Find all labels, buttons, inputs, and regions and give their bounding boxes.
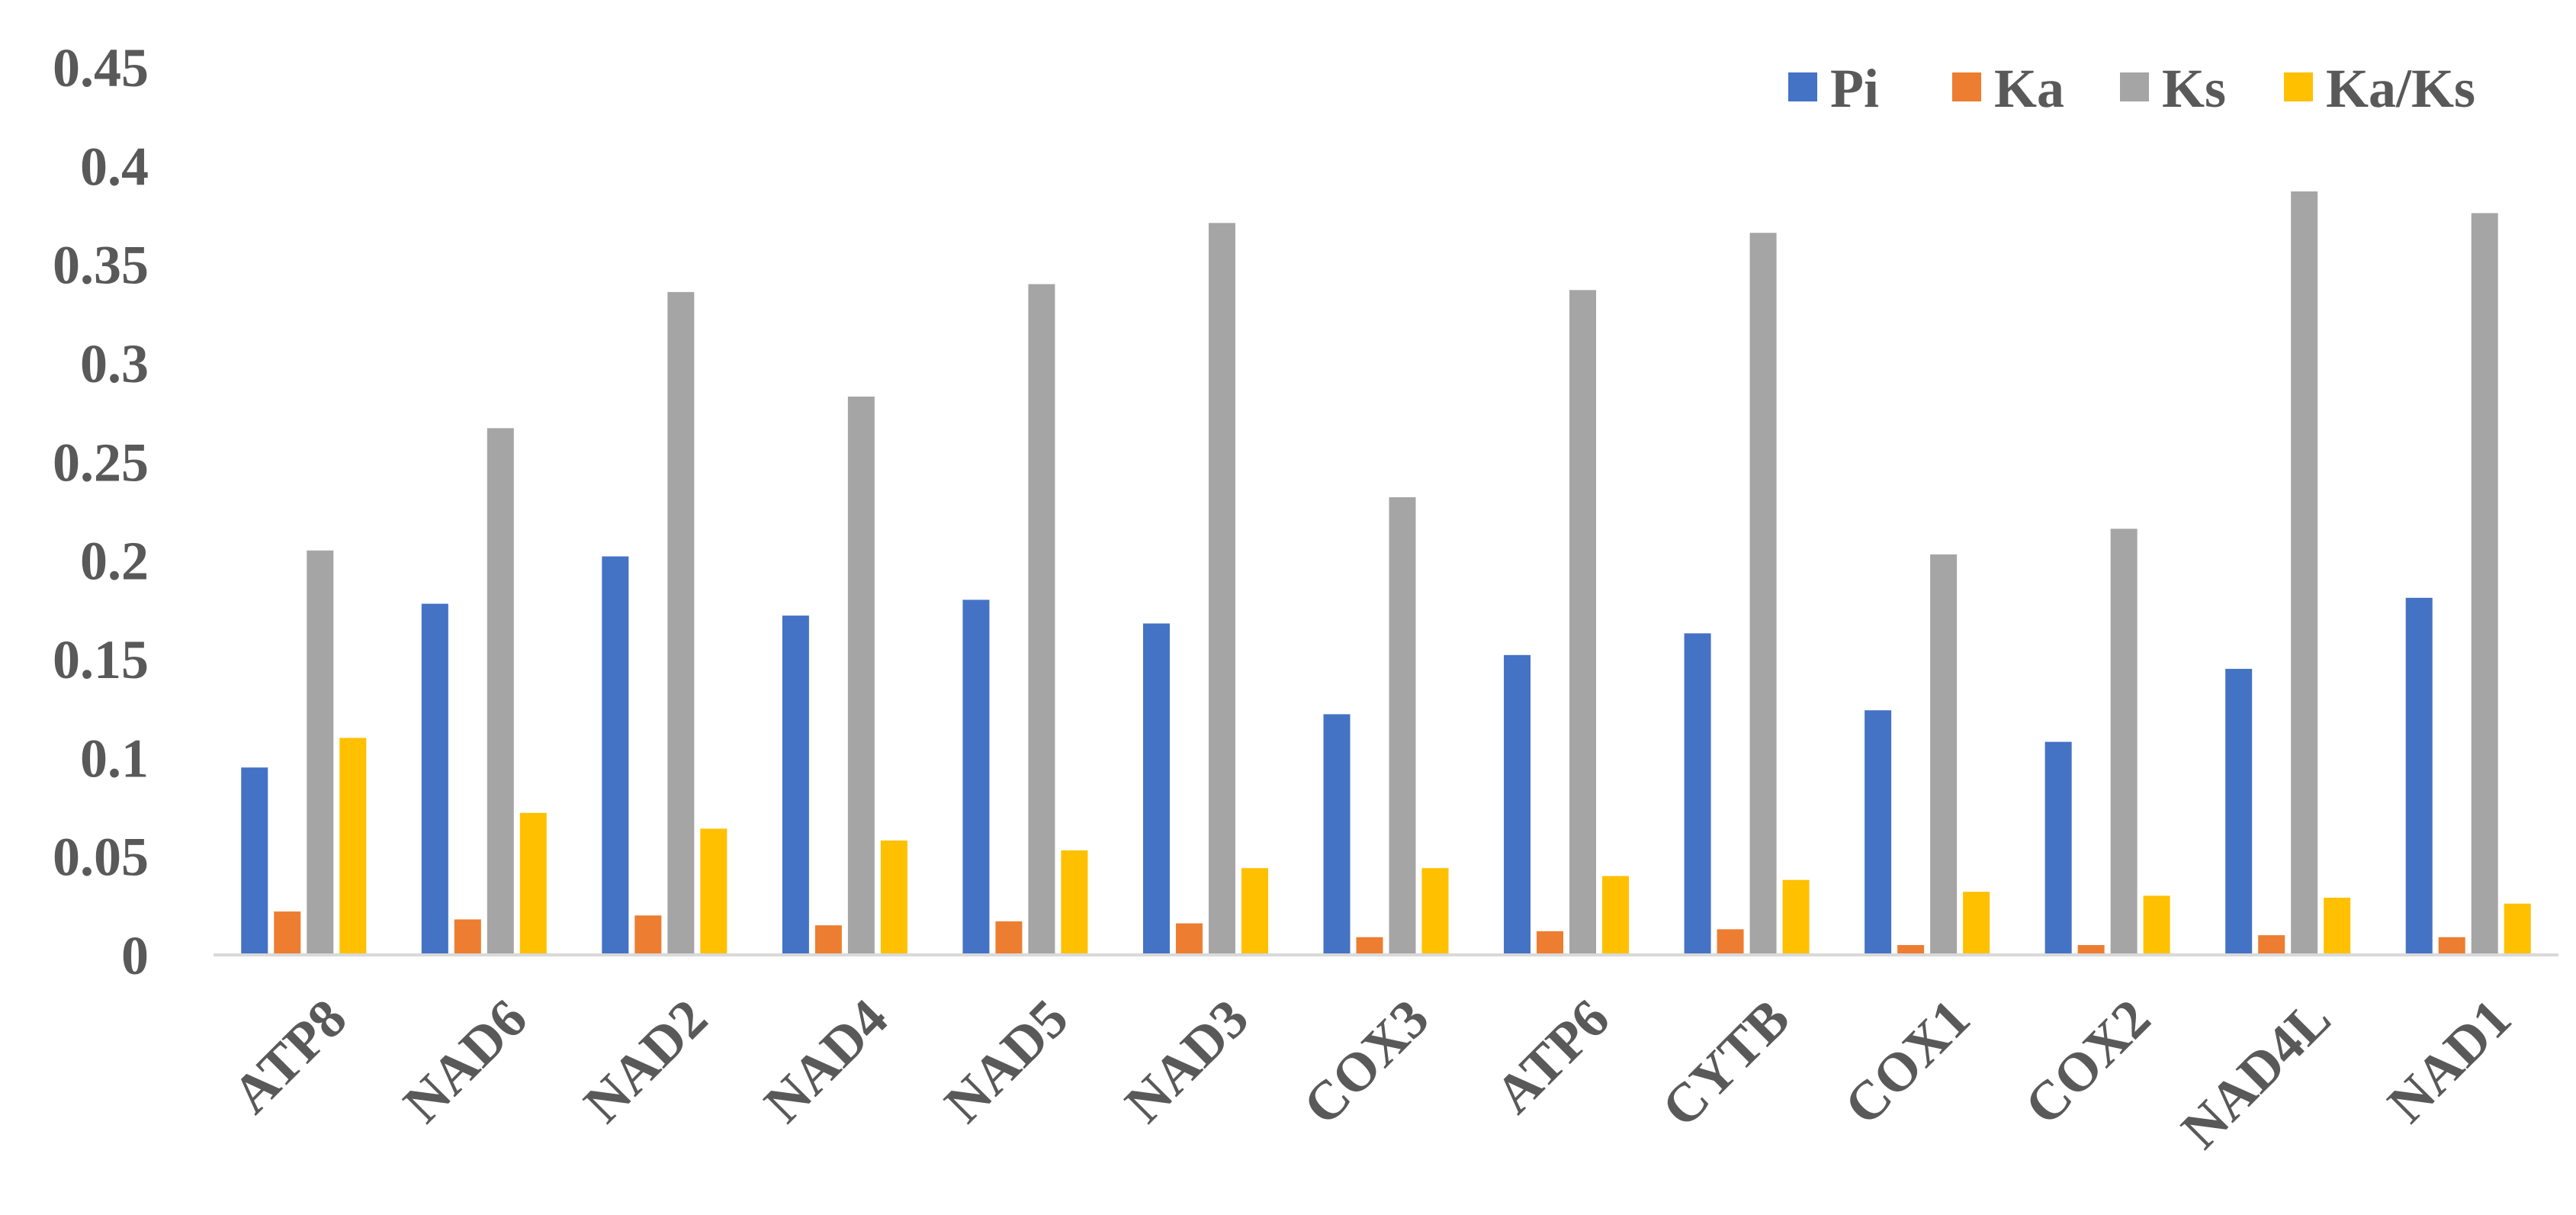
bar-ks-cox3 <box>1389 497 1416 955</box>
y-tick-label: 0.4 <box>80 136 149 197</box>
bar-ka-ks-nad3 <box>1241 868 1268 955</box>
bar-pi-cox1 <box>1865 710 1892 955</box>
bar-ka-cox3 <box>1356 937 1383 955</box>
x-category-label: NAD4L <box>2170 988 2342 1160</box>
bar-ka-ks-nad6 <box>519 812 547 955</box>
bar-ks-nad3 <box>1208 223 1235 955</box>
legend-swatch-pi <box>1788 72 1817 101</box>
bar-pi-atp6 <box>1504 654 1531 955</box>
bar-pi-nad4 <box>782 616 809 955</box>
x-category-label: COX2 <box>2013 988 2162 1136</box>
bar-ka-ks-cox3 <box>1421 868 1449 955</box>
x-category-label: NAD4 <box>753 988 899 1134</box>
legend-label-ks: Ks <box>2162 58 2226 119</box>
x-category-label: NAD5 <box>933 988 1079 1134</box>
x-category-label: ATP8 <box>221 988 358 1125</box>
bar-ka-nad4 <box>814 925 842 955</box>
y-tick-label: 0 <box>121 925 149 986</box>
legend-swatch-ka-ks <box>2284 72 2313 101</box>
legend-label-pi: Pi <box>1830 58 1879 119</box>
bar-ka-ks-nad5 <box>1061 850 1088 955</box>
bar-pi-cox3 <box>1323 714 1351 955</box>
bar-ka-ks-nad1 <box>2504 903 2531 955</box>
bar-ka-nad2 <box>634 915 662 955</box>
bar-ks-atp6 <box>1569 290 1597 955</box>
bar-ka-cytb <box>1717 929 1744 955</box>
bar-ka-nad5 <box>995 921 1023 955</box>
bar-pi-cox2 <box>2044 741 2072 955</box>
bar-ka-cox2 <box>2077 945 2105 955</box>
bar-ka-nad4l <box>2258 935 2285 955</box>
bar-ka-nad6 <box>454 919 481 955</box>
bar-ks-nad4 <box>847 396 875 955</box>
x-category-label: NAD2 <box>572 988 718 1134</box>
bar-ka-ks-atp6 <box>1602 876 1630 955</box>
y-tick-label: 0.3 <box>80 333 149 394</box>
bar-ka-ks-nad2 <box>700 828 728 955</box>
bar-ka-ks-cytb <box>1782 879 1810 955</box>
bar-ka-ks-cox1 <box>1963 892 1990 955</box>
bar-ks-nad2 <box>667 291 695 955</box>
bar-ks-nad5 <box>1028 284 1055 955</box>
x-category-label: ATP6 <box>1483 988 1620 1125</box>
bar-pi-nad6 <box>421 603 448 955</box>
x-category-label: COX3 <box>1292 988 1441 1136</box>
bar-pi-nad4l <box>2225 668 2253 955</box>
bar-ks-nad4l <box>2291 191 2318 955</box>
y-axis: 0 0.05 0.1 0.15 0.2 0.25 0.3 0.35 0.4 0.45 <box>53 37 149 986</box>
bar-ka-ks-nad4 <box>880 840 907 955</box>
bar-ka-ks-cox2 <box>2143 895 2170 955</box>
y-tick-label: 0.1 <box>80 728 149 789</box>
bar-ks-cox2 <box>2110 529 2138 955</box>
bar-ka-ks-nad4l <box>2324 897 2351 955</box>
y-tick-label: 0.15 <box>53 629 149 690</box>
y-tick-label: 0.25 <box>53 432 149 493</box>
bar-pi-nad2 <box>602 556 629 955</box>
bar-pi-cytb <box>1684 633 1711 955</box>
x-category-label: CYTB <box>1650 988 1801 1139</box>
bar-pi-atp8 <box>241 767 268 955</box>
x-category-label: NAD3 <box>1113 988 1260 1134</box>
legend-swatch-ks <box>2120 72 2149 101</box>
x-axis: ATP8 NAD6 NAD2 NAD4 NAD5 NAD3 COX3 ATP6 CYTB COX1… <box>221 988 2523 1160</box>
bars <box>241 191 2531 955</box>
y-tick-label: 0.35 <box>53 235 149 296</box>
legend-label-ka: Ka <box>1994 58 2064 119</box>
bar-pi-nad3 <box>1142 623 1170 955</box>
x-category-label: NAD6 <box>392 988 538 1134</box>
y-tick-label: 0.05 <box>53 827 149 888</box>
y-tick-label: 0.2 <box>80 531 149 592</box>
legend: Pi Ka Ks Ka/Ks <box>1788 58 2475 119</box>
bar-ks-atp8 <box>307 550 334 955</box>
legend-swatch-ka <box>1952 72 1981 101</box>
bar-ka-atp8 <box>274 911 301 955</box>
bar-ka-atp6 <box>1537 931 1564 955</box>
bar-ks-cytb <box>1749 233 1777 955</box>
y-tick-label: 0.45 <box>53 37 149 98</box>
bar-ka-nad3 <box>1175 923 1203 955</box>
bar-ks-nad1 <box>2471 213 2498 955</box>
bar-ka-nad1 <box>2438 937 2465 955</box>
x-category-label: NAD1 <box>2376 988 2523 1134</box>
bar-ka-cox1 <box>1897 945 1925 955</box>
legend-label-ka-ks: Ka/Ks <box>2326 58 2475 119</box>
bar-ks-cox1 <box>1930 554 1958 955</box>
x-category-label: COX1 <box>1832 988 1981 1136</box>
bar-ka-ks-atp8 <box>339 738 367 955</box>
bar-pi-nad5 <box>962 599 990 955</box>
bar-pi-nad1 <box>2405 597 2433 955</box>
bar-ks-nad6 <box>487 428 514 955</box>
